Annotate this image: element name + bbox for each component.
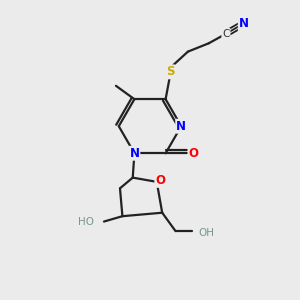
- Text: N: N: [176, 120, 186, 133]
- Text: O: O: [188, 147, 199, 160]
- Text: C: C: [222, 29, 230, 39]
- Text: N: N: [129, 147, 140, 160]
- Text: HO: HO: [78, 217, 94, 226]
- Text: O: O: [155, 174, 165, 187]
- Text: N: N: [239, 17, 249, 31]
- Text: S: S: [166, 65, 174, 78]
- Text: OH: OH: [199, 228, 214, 238]
